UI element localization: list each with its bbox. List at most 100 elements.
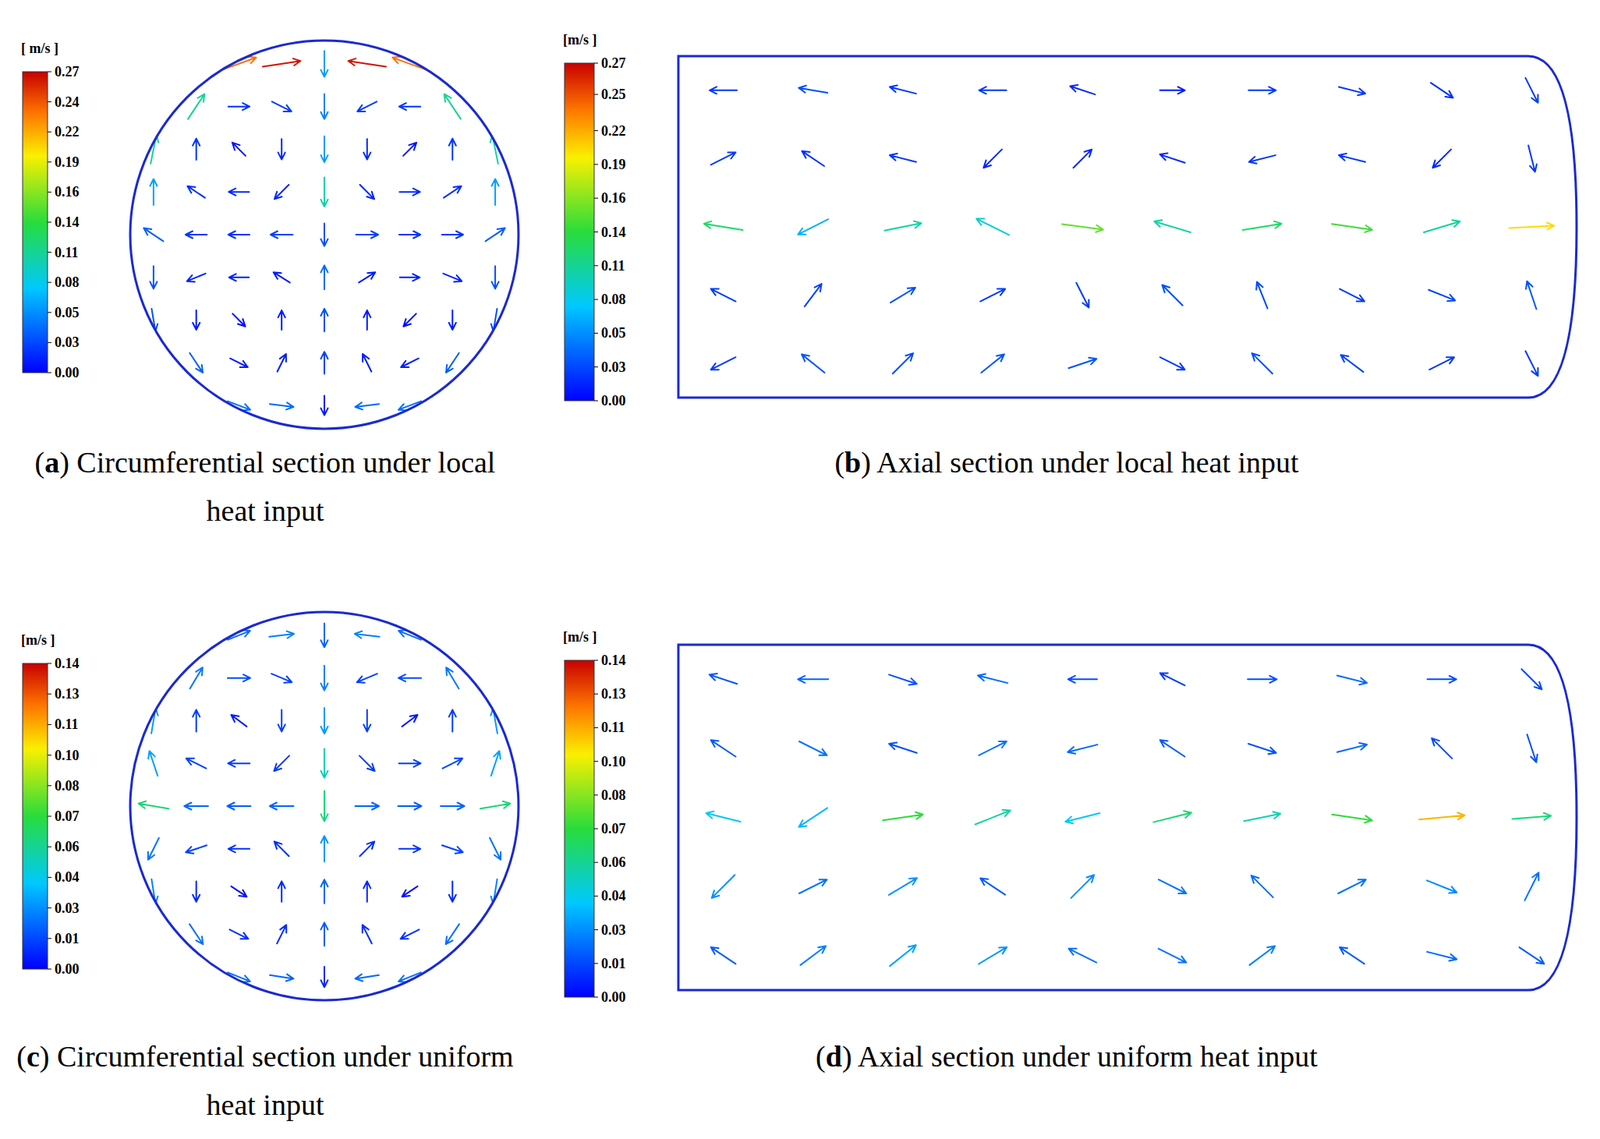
vector xyxy=(492,179,500,206)
colorbar-tick xyxy=(47,251,52,253)
vector xyxy=(272,101,292,112)
colorbar-tick-label: 0.03 xyxy=(54,334,80,351)
vector xyxy=(355,803,380,811)
vector xyxy=(1153,810,1192,822)
vector xyxy=(485,228,506,242)
colorbar-tick-label: 0.00 xyxy=(54,364,80,381)
vector xyxy=(801,353,825,373)
vector xyxy=(400,358,419,368)
colorbar-tick xyxy=(594,332,599,334)
vector xyxy=(1426,952,1457,962)
vector xyxy=(799,879,828,894)
figure: [ m/s ]0.000.030.050.080.110.140.160.190… xyxy=(0,0,1600,1139)
vector xyxy=(321,308,329,332)
vector xyxy=(449,138,457,160)
colorbar-tick xyxy=(47,938,52,939)
vector xyxy=(355,402,380,410)
vector xyxy=(1249,155,1276,164)
vector xyxy=(321,223,329,246)
vector xyxy=(981,353,1005,373)
vector xyxy=(1429,357,1455,370)
vector xyxy=(442,845,464,854)
vector xyxy=(274,184,289,199)
vector xyxy=(277,353,287,372)
colorbar-tick-label: 0.06 xyxy=(601,854,627,871)
vector xyxy=(184,803,209,811)
vector xyxy=(321,265,329,290)
vector xyxy=(321,835,329,862)
colorbar-tick-label: 0.01 xyxy=(54,930,80,947)
vector xyxy=(230,929,249,939)
vector xyxy=(449,709,457,732)
vector xyxy=(1065,813,1100,824)
caption-text: Axial section under uniform heat input xyxy=(852,1040,1319,1073)
vector xyxy=(321,966,329,988)
vector xyxy=(360,184,375,199)
vector xyxy=(1248,86,1276,94)
colorbar-tick xyxy=(594,130,599,131)
vector xyxy=(978,947,1007,965)
vector xyxy=(1158,948,1187,963)
vector xyxy=(1160,357,1186,370)
vector xyxy=(1423,219,1460,233)
vector-field xyxy=(138,623,511,988)
caption: (c) Circumferential section under unifor… xyxy=(16,1040,514,1074)
vector xyxy=(711,357,737,370)
colorbar-tick-label: 0.10 xyxy=(601,753,627,770)
colorbar-tick xyxy=(47,101,52,103)
colorbar-tick xyxy=(594,727,599,729)
vector xyxy=(273,755,290,772)
vector xyxy=(1509,223,1555,231)
vector xyxy=(321,749,329,779)
vector xyxy=(1419,812,1465,820)
vector xyxy=(321,707,329,734)
colorbar-tick-label: 0.14 xyxy=(601,224,627,241)
colorbar-tick-label: 0.13 xyxy=(54,686,80,702)
vector xyxy=(227,803,252,811)
colorbar-tick xyxy=(594,163,599,165)
vector xyxy=(355,974,379,982)
vector xyxy=(889,153,917,163)
colorbar-tick-label: 0.03 xyxy=(601,922,627,939)
vector xyxy=(440,803,465,811)
vector xyxy=(400,273,421,281)
vector xyxy=(1251,875,1274,898)
vector xyxy=(711,739,737,757)
colorbar-tick xyxy=(594,63,599,64)
panel: [ m/s ]0.000.030.050.080.110.140.160.190… xyxy=(21,40,519,528)
colorbar xyxy=(22,663,48,970)
vector xyxy=(399,188,420,196)
colorbar-tick-label: 0.16 xyxy=(54,184,80,200)
panel: [m/s ]0.000.030.050.080.110.140.160.190.… xyxy=(562,31,1577,480)
vector xyxy=(711,152,737,165)
vector xyxy=(398,803,422,811)
vector xyxy=(1512,813,1552,821)
colorbar-tick-label: 0.05 xyxy=(601,325,627,341)
vector xyxy=(980,289,1006,302)
vector xyxy=(709,673,738,684)
vector xyxy=(446,923,460,945)
vector xyxy=(228,102,250,110)
vector xyxy=(399,102,421,110)
vector xyxy=(321,351,329,374)
colorbar-tick-label: 0.22 xyxy=(601,123,627,139)
vector xyxy=(321,396,329,416)
vector xyxy=(230,358,248,368)
vector xyxy=(976,219,1009,236)
vector xyxy=(321,177,329,208)
colorbar-tick-label: 0.08 xyxy=(54,274,80,291)
vector xyxy=(232,313,245,326)
vector xyxy=(890,287,916,303)
vector xyxy=(1252,353,1273,374)
panel-label: (b) xyxy=(834,446,871,480)
vector xyxy=(1160,153,1186,163)
caption: (b) Axial section under local heat input xyxy=(834,446,1300,480)
caption: (a) Circumferential section under local xyxy=(35,446,496,480)
colorbar-title: [m/s ] xyxy=(21,632,56,648)
vector xyxy=(190,667,203,689)
vector xyxy=(278,310,286,330)
vector xyxy=(449,310,457,330)
vector xyxy=(363,310,371,330)
vector xyxy=(1426,880,1457,893)
vector xyxy=(231,886,248,897)
